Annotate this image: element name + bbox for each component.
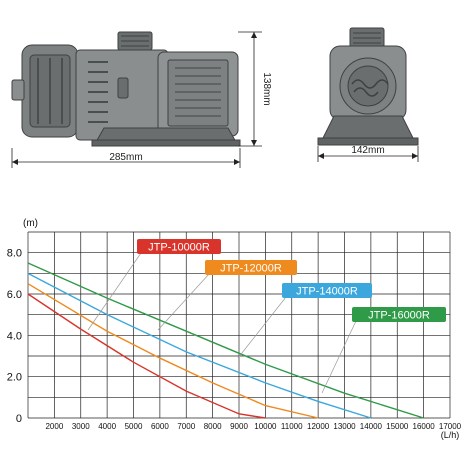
y-axis-ticks: 0 2.0 4.0 6.0 8.0 <box>7 248 22 425</box>
x-tick-label: 12000 <box>307 422 330 431</box>
x-tick-label: 4000 <box>98 422 116 431</box>
y-axis-label: (m) <box>23 218 38 229</box>
x-tick-label: 5000 <box>125 422 143 431</box>
pump-side-view <box>11 31 241 147</box>
height-label: 138mm <box>261 72 272 105</box>
x-tick-label: 14000 <box>360 422 383 431</box>
front-width-label: 142mm <box>351 145 384 156</box>
legend-leader-line <box>237 296 287 359</box>
y-tick-label: 6.0 <box>7 289 22 301</box>
x-tick-label: 7000 <box>177 422 195 431</box>
series-line-jtp-10000r <box>27 293 266 419</box>
series-lines <box>27 262 424 419</box>
y-tick-label: 8.0 <box>7 248 22 260</box>
height-dimension: 138mm <box>238 31 272 147</box>
legend-badge <box>137 239 221 254</box>
x-tick-label: 3000 <box>72 422 90 431</box>
legend-badge <box>352 307 446 322</box>
legend-label: JTP-16000R <box>368 310 430 322</box>
legend: JTP-10000R JTP-12000R JTP-14000R JTP-16000R <box>87 239 446 394</box>
x-tick-label: 8000 <box>204 422 222 431</box>
x-tick-label: 2000 <box>45 422 63 431</box>
y-tick-label: 0 <box>16 413 22 425</box>
y-tick-label: 2.0 <box>7 372 22 384</box>
legend-label: JTP-12000R <box>220 263 282 275</box>
x-tick-label: 10000 <box>254 422 277 431</box>
legend-leader-line <box>87 252 142 331</box>
x-tick-label: 17000 <box>439 422 462 431</box>
y-tick-label: 4.0 <box>7 330 22 342</box>
series-line-jtp-16000r <box>27 262 424 419</box>
x-tick-label: 15000 <box>386 422 409 431</box>
performance-chart: 0 2.0 4.0 6.0 8.0 2000 3000 4000 5000 6000 7000 80… <box>7 218 462 440</box>
width-label: 285mm <box>109 152 142 163</box>
front-width-dimension: 142mm <box>317 145 419 162</box>
legend-leader-line <box>157 273 210 331</box>
width-dimension: 285mm <box>11 148 241 168</box>
x-axis-label: (L/h) <box>441 430 460 440</box>
x-tick-label: 6000 <box>151 422 169 431</box>
legend-label: JTP-10000R <box>148 242 210 254</box>
series-line-jtp-14000r <box>27 272 372 419</box>
x-tick-label: 13000 <box>333 422 356 431</box>
pump-front-view <box>317 27 419 146</box>
series-line-jtp-12000r <box>27 283 319 419</box>
legend-label: JTP-14000R <box>296 286 358 298</box>
x-tick-label: 16000 <box>413 422 436 431</box>
x-tick-label: 11000 <box>281 422 303 431</box>
legend-badge <box>282 283 372 298</box>
x-tick-label: 9000 <box>230 422 248 431</box>
legend-leader-line <box>321 320 357 394</box>
legend-badge <box>205 260 297 275</box>
x-axis-ticks: 2000 3000 4000 5000 6000 7000 8000 9000 10000 110… <box>45 422 461 431</box>
